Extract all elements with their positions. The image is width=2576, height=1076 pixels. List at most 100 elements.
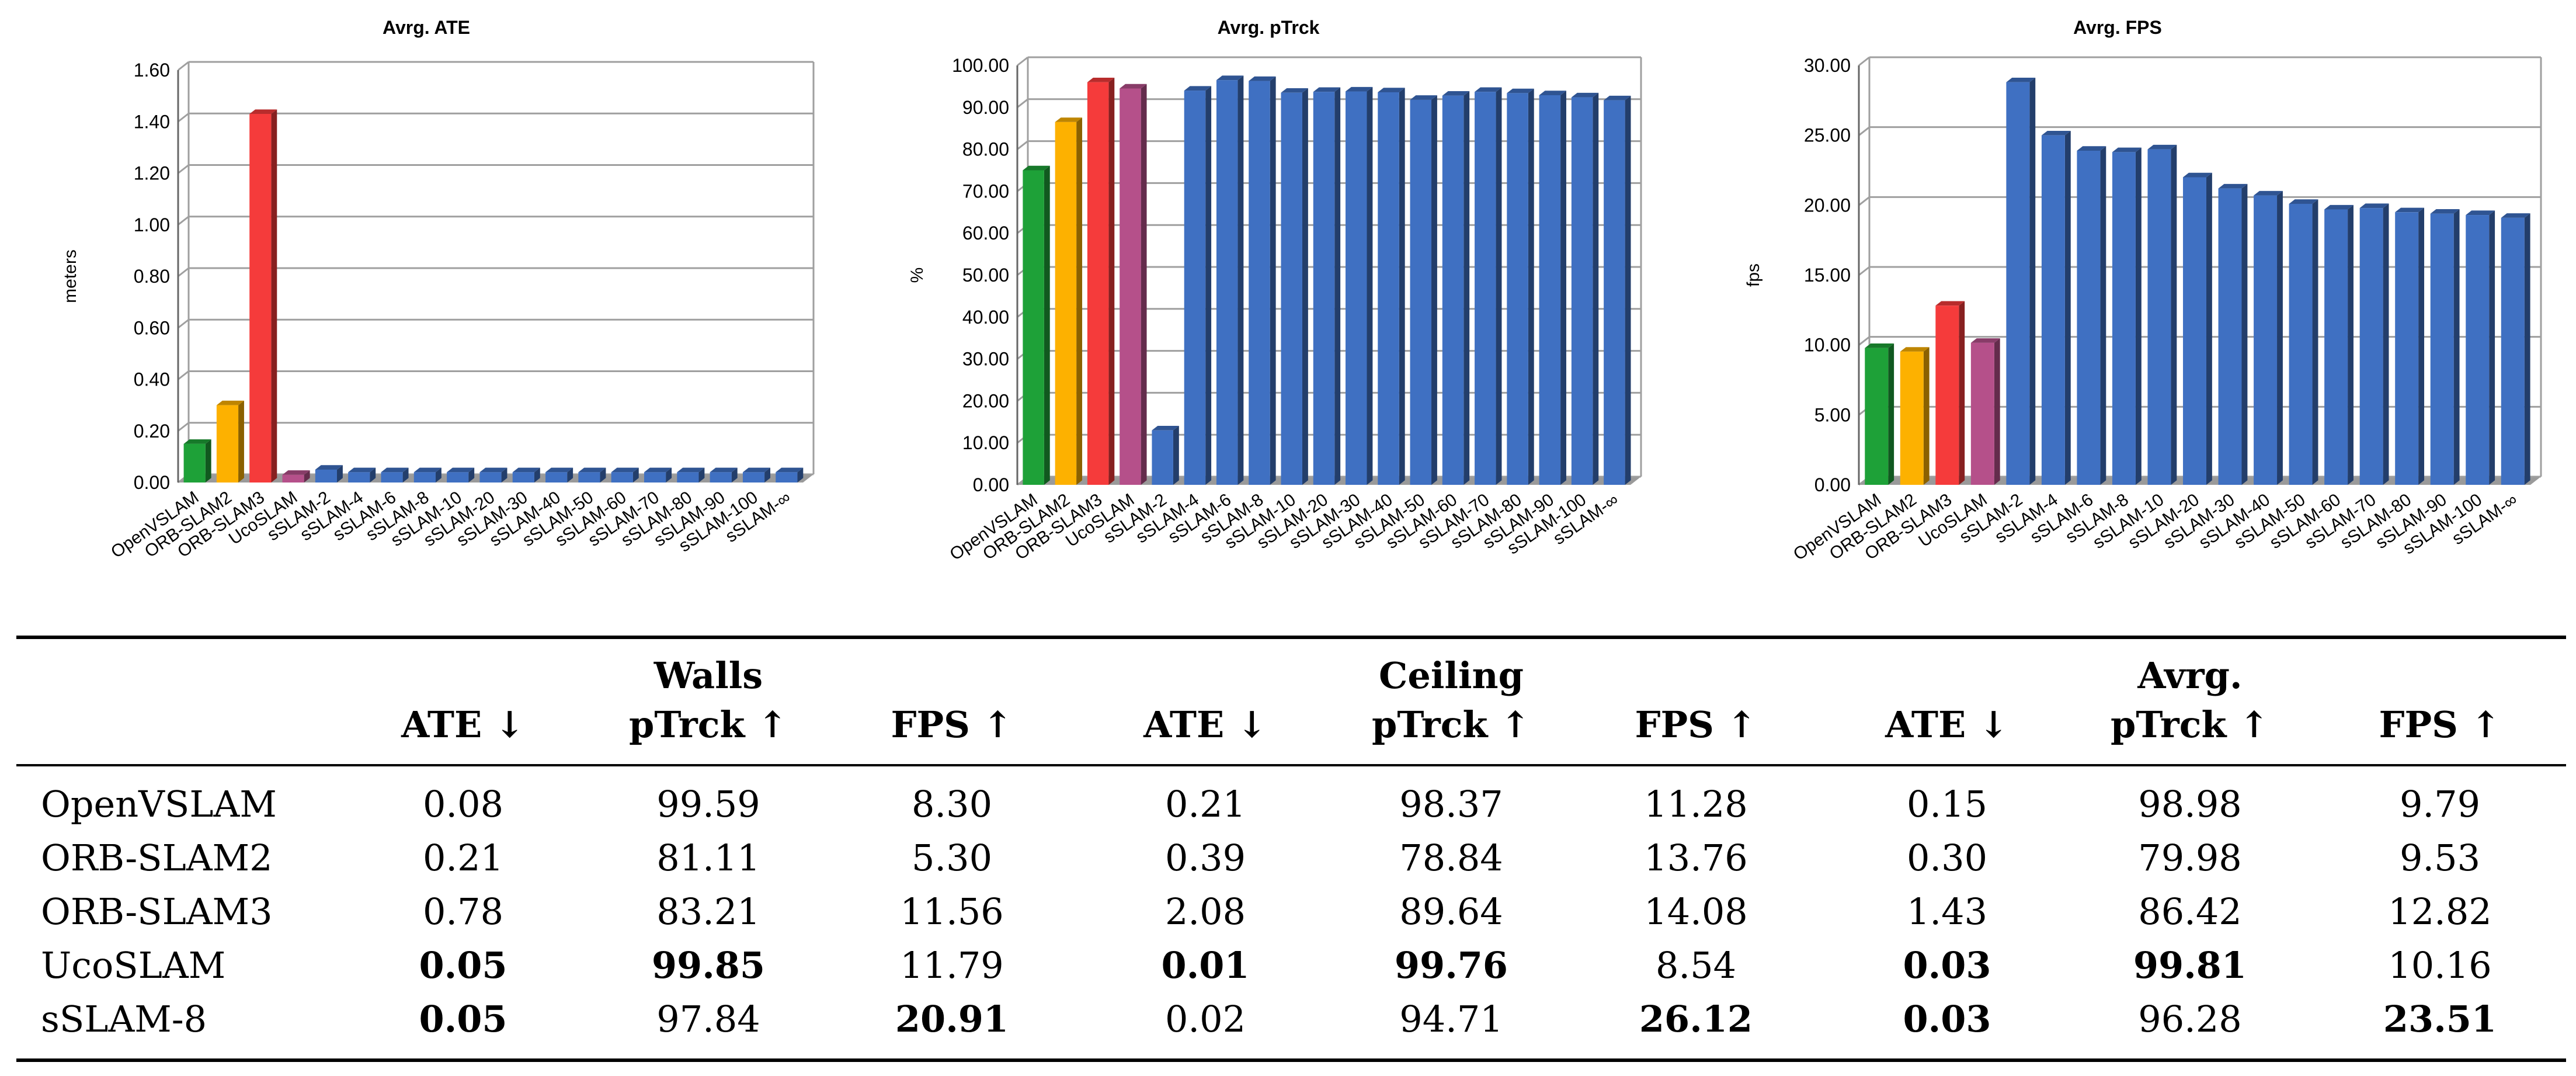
gridline-depth	[1017, 98, 1028, 108]
y-tick-label: 30.00	[1804, 55, 1851, 76]
bar-top	[282, 470, 310, 475]
gridline-depth	[1017, 56, 1028, 67]
bar-top	[1346, 86, 1373, 92]
y-tick-label: 10.00	[1804, 335, 1851, 356]
bar-top	[2147, 144, 2177, 150]
gridline-depth	[178, 113, 189, 123]
bar-side	[1108, 78, 1115, 485]
bar-top	[2324, 204, 2353, 210]
y-tick-label: 25.00	[1804, 125, 1851, 146]
bar-side	[1431, 95, 1437, 485]
bar	[2112, 152, 2136, 485]
bar-side	[534, 467, 540, 483]
bar-top	[1442, 91, 1470, 96]
metric-header-avrg-ate: ATE ↓	[1885, 703, 2009, 746]
bar	[2254, 195, 2278, 485]
bar-side	[1270, 76, 1276, 485]
bar-side	[797, 467, 804, 483]
bar-side	[1463, 91, 1470, 485]
bar-side	[2418, 207, 2425, 485]
bar	[2501, 217, 2525, 485]
bar	[249, 114, 272, 483]
bar-side	[1528, 88, 1534, 485]
table-cell: 14.08	[1644, 890, 1748, 933]
bar-side	[1205, 86, 1212, 485]
table-cell: 0.21	[1164, 783, 1246, 825]
bar	[1378, 92, 1399, 485]
y-axis-label: meters	[61, 249, 80, 303]
bar-side	[2489, 210, 2495, 485]
method-label: sSLAM-8	[41, 998, 207, 1040]
bar	[1442, 95, 1464, 485]
bar-sSLAM-2	[2006, 78, 2036, 485]
bar-side	[2524, 213, 2530, 485]
bar	[1184, 91, 1206, 485]
table-cell: 8.54	[1655, 944, 1737, 987]
bar-OpenVSLAM	[183, 439, 211, 483]
bar-sSLAM-100	[742, 467, 771, 483]
table-mid-rule	[16, 764, 2566, 766]
bar-top	[710, 467, 738, 473]
table-cell: 13.76	[1644, 836, 1748, 879]
bar-side	[2100, 146, 2106, 485]
bar-top	[742, 467, 771, 473]
table-cell: 0.02	[1164, 998, 1246, 1040]
bar-side	[666, 467, 672, 483]
bar-sSLAM-90	[2430, 209, 2460, 485]
table-cell: 86.42	[2138, 890, 2242, 933]
bar	[1249, 81, 1270, 485]
bar	[2466, 215, 2490, 485]
bar	[2077, 150, 2101, 485]
bar-sSLAM-50	[578, 467, 606, 483]
bar-ORB-SLAM3	[249, 109, 277, 483]
bar-OpenVSLAM	[1865, 343, 1894, 485]
y-tick-label: 20.00	[962, 390, 1009, 411]
y-tick-label: 80.00	[962, 139, 1009, 160]
chart-3: Avrg. FPS 0.00 5.00 10.00 15.00 20.00 25.00 30.…	[1744, 17, 2542, 564]
bar	[1120, 88, 1141, 485]
bar-side	[468, 467, 475, 483]
bar-sSLAM-70	[644, 467, 672, 483]
bar-top	[249, 109, 277, 114]
bar	[2324, 209, 2348, 485]
bar-side	[698, 467, 705, 483]
bar-top	[1970, 338, 2000, 343]
bar-side	[1923, 347, 1930, 485]
table-cell: 20.91	[895, 998, 1009, 1040]
bar-UcoSLAM	[282, 470, 310, 483]
bar-ORB-SLAM2	[1900, 347, 1930, 485]
table-cell: 99.59	[656, 783, 760, 825]
bar	[2147, 149, 2171, 485]
method-label: OpenVSLAM	[41, 783, 277, 825]
bar-sSLAM-80	[677, 467, 705, 483]
bar-top	[1539, 91, 1566, 95]
table-cell: 26.12	[1639, 998, 1753, 1040]
bar-sSLAM-4	[348, 467, 376, 483]
y-tick-label: 40.00	[962, 307, 1009, 328]
y-tick-label: 100.00	[952, 55, 1009, 76]
bar-top	[1865, 343, 1894, 348]
bar-UcoSLAM	[1970, 338, 2000, 485]
bar-sSLAM-4	[1184, 86, 1212, 485]
bar-ORB-SLAM2	[216, 400, 244, 483]
y-tick-label: 1.20	[134, 163, 170, 184]
bar-sSLAM-100	[1571, 92, 1599, 485]
y-tick-label: 0.20	[134, 421, 170, 442]
bar	[1216, 80, 1238, 485]
bar-top	[2430, 209, 2460, 214]
bar-sSLAM-20	[479, 467, 507, 483]
bar	[479, 472, 502, 483]
bar-sSLAM-10	[447, 467, 475, 483]
y-tick-label: 5.00	[1814, 404, 1851, 425]
bar	[1055, 122, 1077, 485]
gridline-depth	[178, 422, 189, 432]
bar-side	[1141, 84, 1147, 485]
bar-side	[600, 467, 606, 483]
bar-sSLAM-10	[1281, 88, 1308, 485]
bar-side	[2453, 209, 2460, 485]
table-cell: 0.08	[422, 783, 504, 825]
table-cell: 9.53	[2399, 836, 2481, 879]
bar	[2430, 213, 2454, 485]
metric-header-avrg-ptrck: pTrck ↑	[2111, 703, 2269, 746]
bar-top	[1571, 92, 1599, 98]
